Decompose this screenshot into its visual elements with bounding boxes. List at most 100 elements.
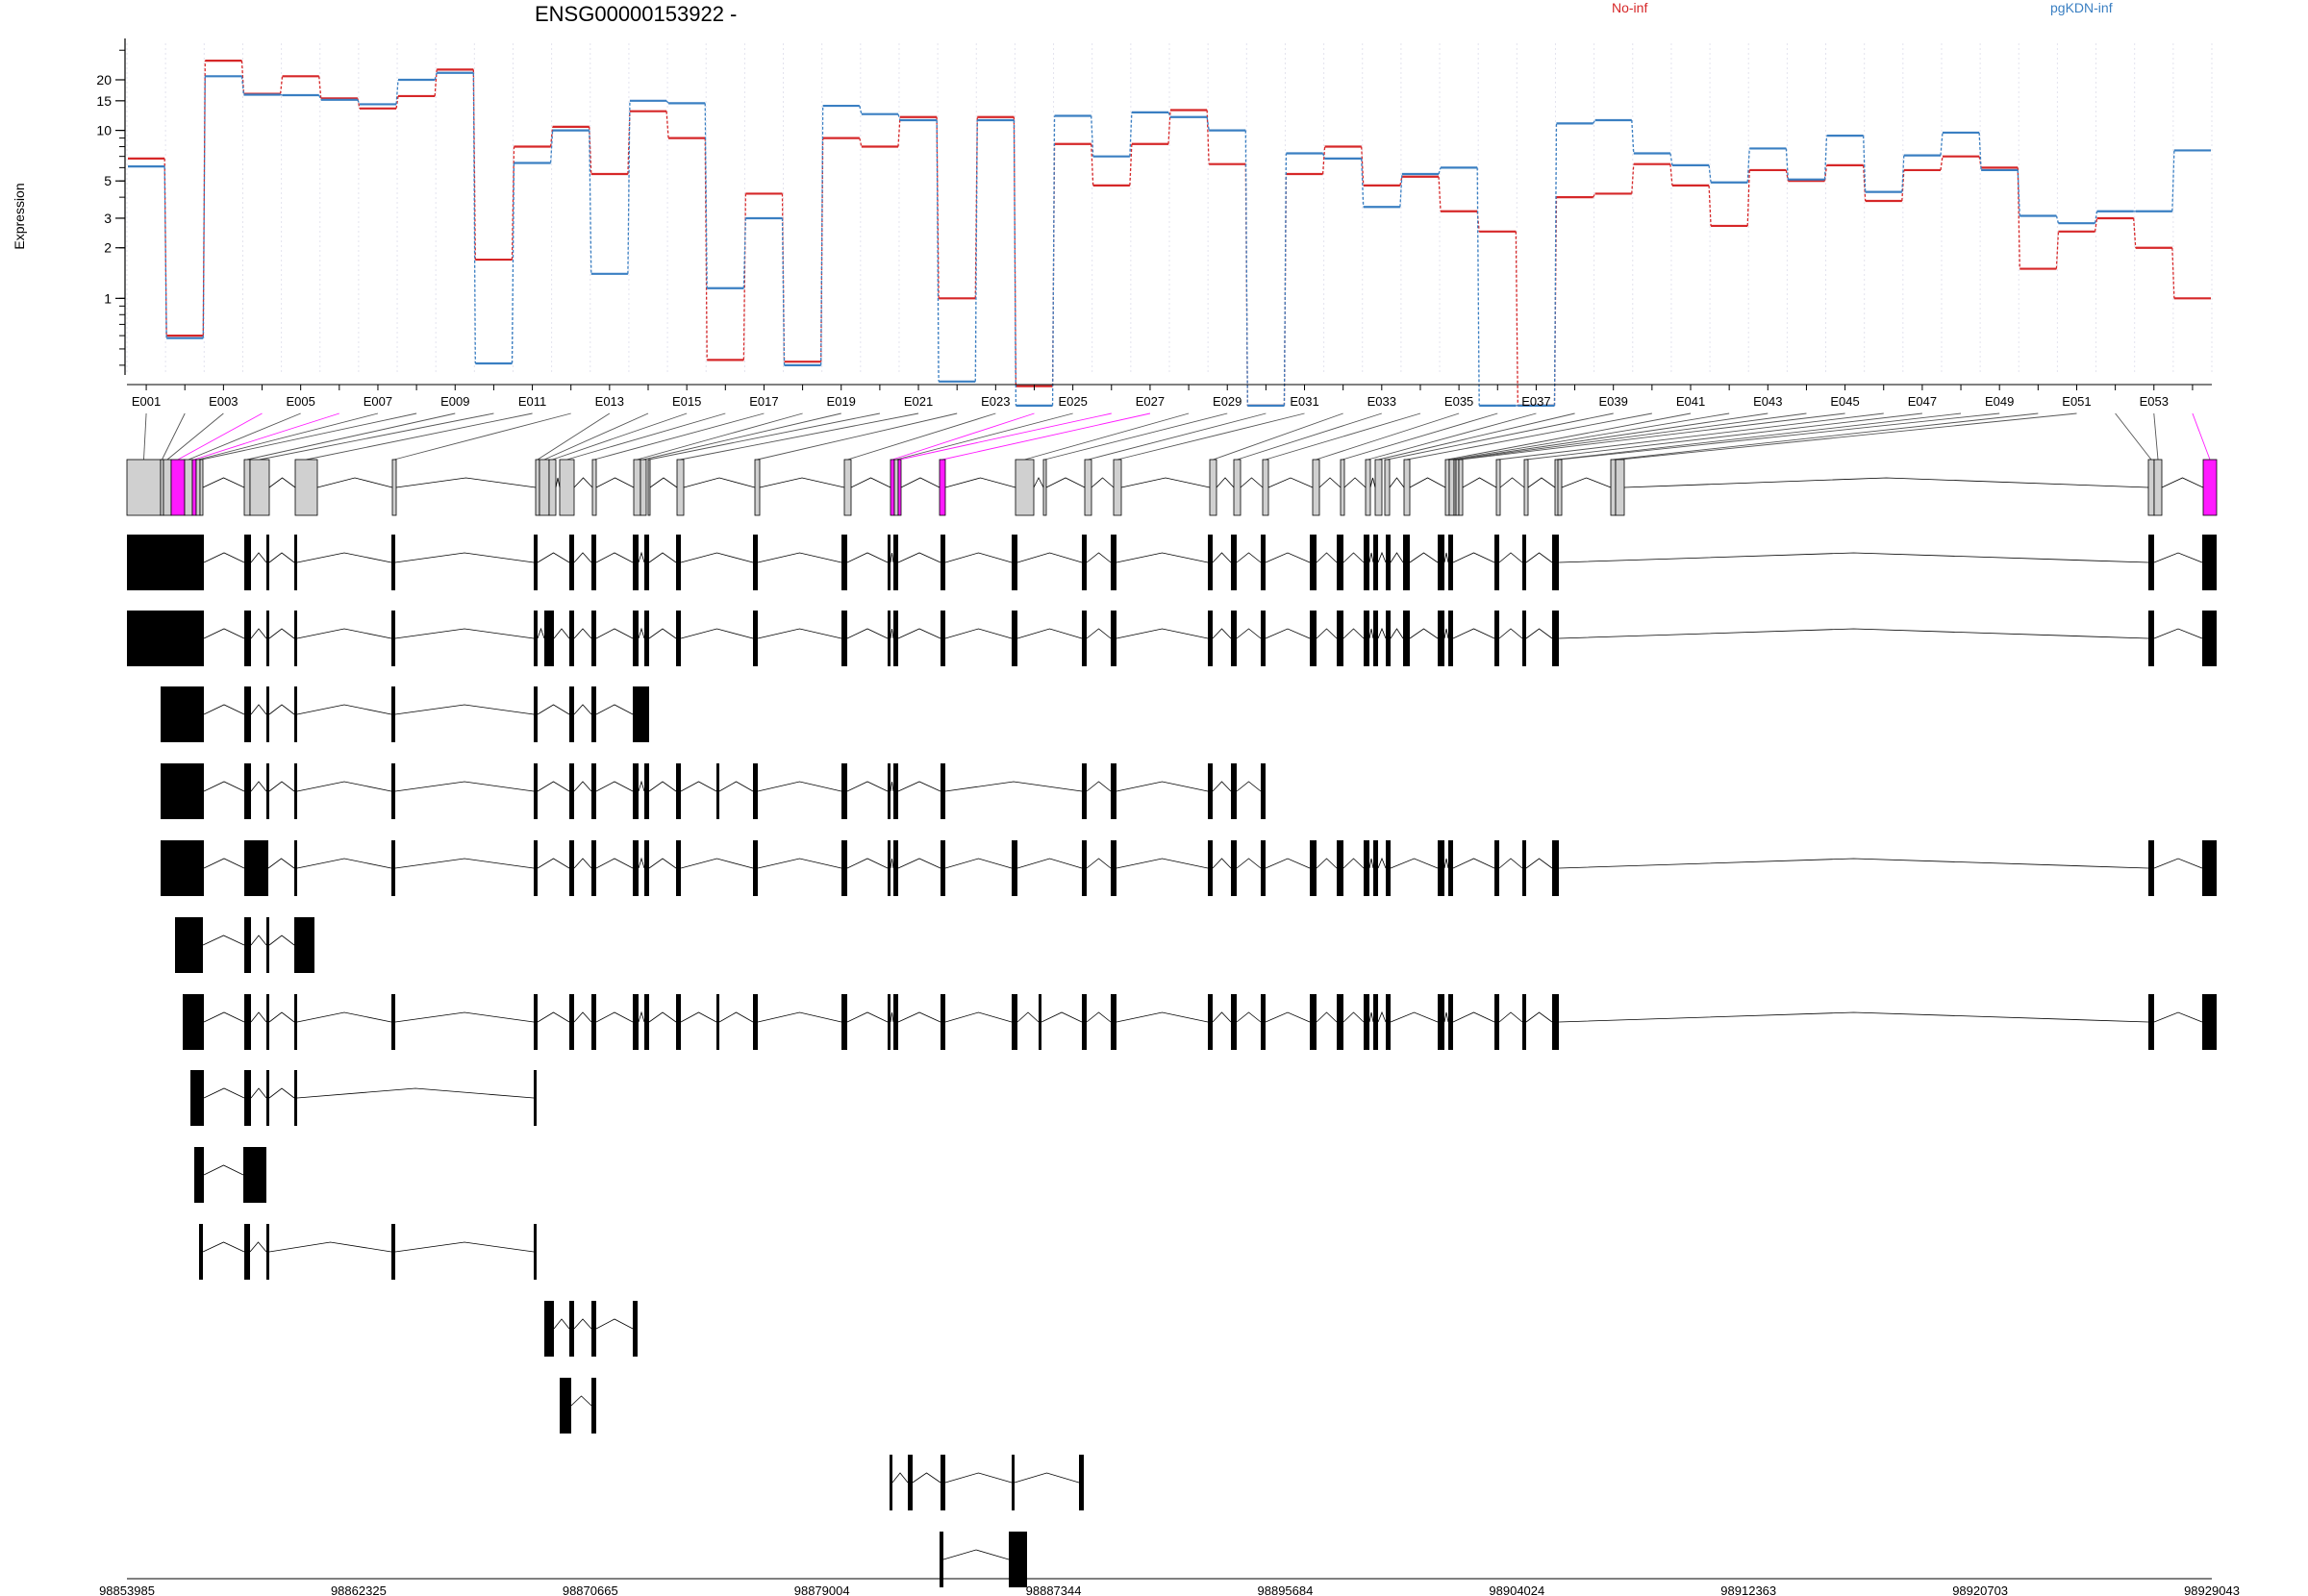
transcript-intron <box>944 1011 1013 1023</box>
transcript-exon <box>1364 611 1369 666</box>
intron-line <box>573 477 593 488</box>
intron-line <box>1091 477 1115 488</box>
significant-exon <box>939 459 946 516</box>
exon-label: E049 <box>1985 394 2014 409</box>
series-no-inf-connector <box>472 69 476 261</box>
transcript-exon <box>1082 535 1087 590</box>
transcript-exon <box>1111 611 1116 666</box>
y-tick-label: 5 <box>104 173 112 188</box>
transcript-intron <box>1368 628 1374 639</box>
transcript-intron <box>1116 781 1209 792</box>
series-pgkdn-inf-connector <box>1823 136 1828 180</box>
exon-connector <box>642 412 841 461</box>
transcript-intron <box>250 704 267 715</box>
series-pgkdn-inf-connector <box>1978 132 1982 170</box>
transcript-exon <box>591 1378 596 1434</box>
series-no-inf-connector <box>820 137 824 362</box>
transcript-row <box>560 1378 596 1434</box>
transcript-exon <box>716 994 719 1050</box>
exon-connector <box>847 412 996 461</box>
transcript-intron <box>1377 1010 1387 1023</box>
transcript-intron <box>1236 628 1262 639</box>
transcript-exon <box>1386 535 1391 590</box>
transcript-intron <box>1086 781 1112 792</box>
transcript-exon <box>266 535 269 590</box>
series-pgkdn-inf-connector <box>859 105 863 114</box>
transcript-exon <box>1310 535 1317 590</box>
intron-line <box>1389 477 1405 488</box>
transcript-exon <box>1403 535 1410 590</box>
transcript-exon <box>244 917 251 973</box>
transcript-intron <box>846 1011 889 1023</box>
intron-line <box>1527 477 1556 488</box>
transcript-exon <box>1552 611 1559 666</box>
genomic-axis: 98853985 98862325 98870665 98879004 98887344… <box>99 1578 2240 1596</box>
transcript-intron <box>1212 628 1232 639</box>
transcript-intron <box>757 858 842 869</box>
exon-connector <box>1460 412 1845 461</box>
transcript-exon <box>591 686 596 742</box>
transcript-exon <box>1310 611 1317 666</box>
series-pgkdn-inf-connector <box>1593 119 1596 124</box>
transcript-exon <box>534 611 538 666</box>
series-pgkdn-inf-connector <box>202 76 206 338</box>
series-no-inf-connector <box>1785 169 1790 182</box>
transcript-exon <box>294 917 314 973</box>
transcript-exon <box>391 840 395 896</box>
transcript-exon <box>391 611 395 666</box>
exon-box <box>1312 459 1320 516</box>
transcript-exon <box>1012 535 1017 590</box>
transcript-intron <box>203 1011 245 1023</box>
transcript-intron <box>1236 858 1262 869</box>
transcript-exon <box>676 611 681 666</box>
legend-no-inf: No-inf <box>1612 0 1647 15</box>
series-pgkdn-inf-connector <box>472 72 476 363</box>
transcript-intron <box>1558 858 2149 869</box>
genomic-axis-label: 98853985 <box>99 1584 155 1596</box>
series-pgkdn-inf-connector <box>1244 130 1248 406</box>
transcript-intron <box>1316 552 1338 563</box>
transcript-intron <box>1525 552 1553 563</box>
transcript-intron <box>1265 1011 1311 1023</box>
series-pgkdn-inf-connector <box>1631 119 1635 154</box>
transcript-intron <box>394 1241 535 1253</box>
transcript-intron <box>1368 552 1374 563</box>
exon-connector <box>1237 412 1382 461</box>
transcript-intron <box>1316 858 1338 869</box>
exon-connector <box>1387 412 1614 461</box>
transcript-exon <box>1231 763 1237 819</box>
exon-connector <box>188 412 301 461</box>
exon-label: E027 <box>1136 394 1165 409</box>
transcript-intron <box>1342 552 1365 563</box>
series-pgkdn-inf-connector <box>1708 164 1712 183</box>
transcript-intron <box>203 628 245 639</box>
transcript-intron <box>296 628 392 639</box>
transcript-intron <box>680 1011 717 1023</box>
series-pgkdn-inf-connector <box>240 76 245 95</box>
exon-connector <box>648 412 880 461</box>
transcript-exon <box>1208 535 1213 590</box>
exon-label: E051 <box>2062 394 2091 409</box>
transcript-intron <box>537 858 570 869</box>
exon-label: E041 <box>1676 394 1705 409</box>
transcript-exon <box>534 840 538 896</box>
series-pgkdn-inf-connector <box>549 130 554 163</box>
significant-exon <box>2202 459 2218 516</box>
exon-box <box>126 459 162 516</box>
transcript-exon <box>569 763 574 819</box>
genomic-axis-label: 98912363 <box>1720 1584 1776 1596</box>
transcript-intron <box>1236 1011 1262 1023</box>
transcript-exon <box>1448 840 1453 896</box>
transcript-exon <box>183 994 204 1050</box>
transcript-intron <box>296 858 392 869</box>
transcript-exon <box>644 611 649 666</box>
exon-box <box>1365 459 1371 516</box>
exon-connector <box>1446 412 1692 461</box>
transcript-exon <box>1310 840 1317 896</box>
transcript-exon <box>1373 840 1378 896</box>
transcript-intron <box>1116 628 1209 639</box>
transcript-intron <box>891 1472 909 1484</box>
series-pgkdn-inf-connector <box>1361 158 1365 208</box>
series-no-inf-connector <box>1438 176 1442 212</box>
transcript-exon <box>391 535 395 590</box>
